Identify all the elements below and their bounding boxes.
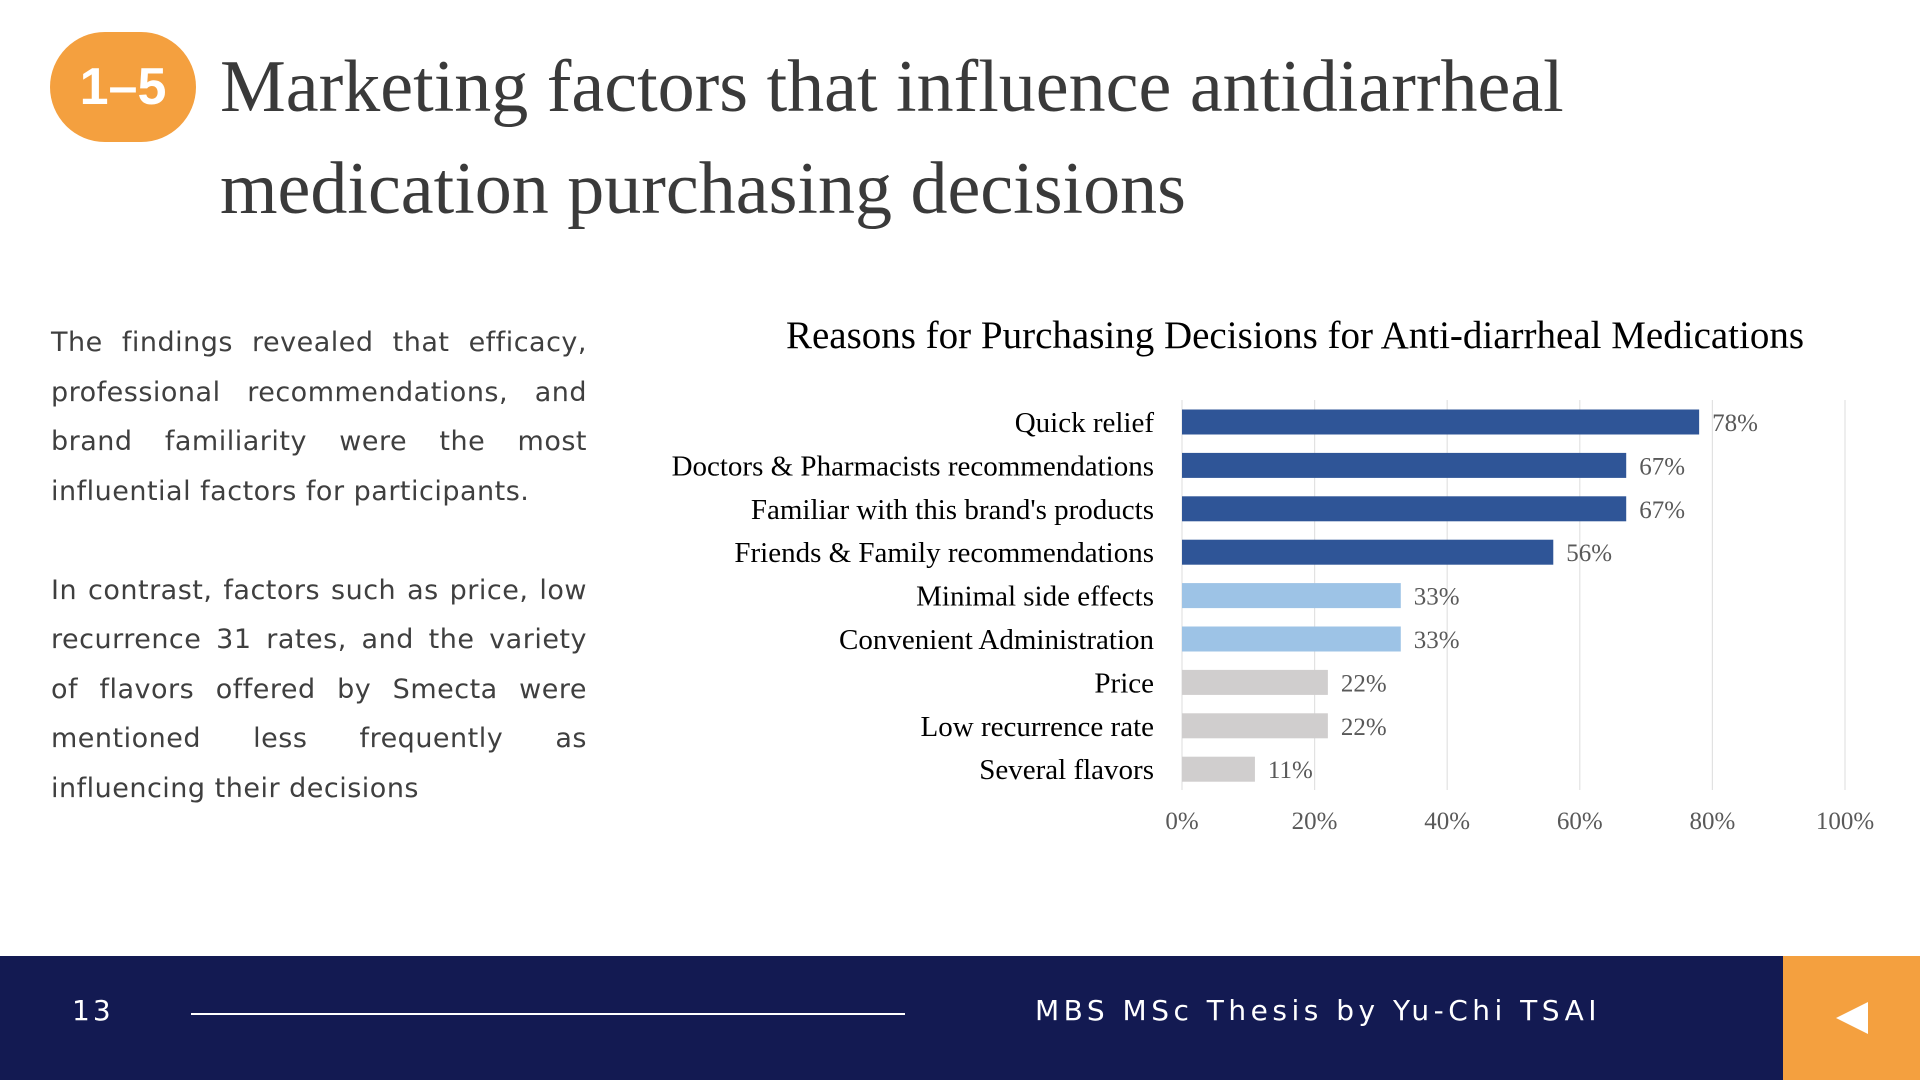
bar: [1182, 756, 1255, 782]
bar: [1182, 669, 1328, 695]
category-label: Friends & Family recommendations: [734, 537, 1154, 569]
footer-credit: MBS MSc Thesis by Yu-Chi TSAI: [1035, 994, 1601, 1027]
data-label: 67%: [1639, 453, 1685, 480]
data-label: 33%: [1414, 627, 1460, 654]
bar: [1182, 539, 1554, 565]
slide-title: Marketing factors that influence antidia…: [220, 46, 1564, 230]
x-tick-label: 60%: [1557, 808, 1603, 835]
data-label: 56%: [1566, 540, 1612, 567]
section-badge: 1–5: [50, 32, 196, 142]
x-tick-label: 40%: [1424, 808, 1470, 835]
bar: [1182, 409, 1700, 435]
footer-bar: [0, 956, 1783, 1080]
bar: [1182, 452, 1627, 478]
data-label: 33%: [1414, 584, 1460, 611]
category-label: Several flavors: [979, 754, 1154, 786]
page-number: 13: [72, 994, 114, 1027]
purchase-reasons-chart: Reasons for Purchasing Decisions for Ant…: [672, 314, 1875, 835]
x-tick-label: 0%: [1165, 808, 1198, 835]
category-label: Price: [1094, 667, 1154, 699]
chart-title: Reasons for Purchasing Decisions for Ant…: [786, 314, 1804, 357]
category-label: Minimal side effects: [916, 581, 1154, 613]
x-tick-label: 20%: [1292, 808, 1338, 835]
category-label: Familiar with this brand's products: [751, 494, 1154, 526]
back-button[interactable]: [1783, 956, 1920, 1080]
data-label: 22%: [1341, 670, 1387, 697]
bar: [1182, 583, 1401, 609]
bar: [1182, 626, 1401, 652]
triangle-left-icon: [1835, 1002, 1868, 1034]
category-label: Low recurrence rate: [921, 711, 1154, 743]
category-label: Convenient Administration: [839, 624, 1154, 656]
data-label: 22%: [1341, 714, 1387, 741]
data-label: 78%: [1712, 410, 1758, 437]
category-label: Quick relief: [1015, 407, 1155, 439]
x-tick-label: 100%: [1816, 808, 1874, 835]
findings-paragraph-1: The findings revealed that efficacy, pro…: [51, 327, 587, 507]
bar: [1182, 496, 1627, 522]
bar: [1182, 713, 1328, 739]
category-label: Doctors & Pharmacists recommendations: [672, 450, 1154, 482]
x-tick-label: 80%: [1689, 808, 1735, 835]
data-label: 67%: [1639, 497, 1685, 524]
data-label: 11%: [1268, 757, 1313, 784]
footer-divider: [191, 1013, 905, 1015]
findings-text: The findings revealed that efficacy, pro…: [51, 318, 587, 813]
findings-paragraph-2: In contrast, factors such as price, low …: [51, 574, 587, 804]
